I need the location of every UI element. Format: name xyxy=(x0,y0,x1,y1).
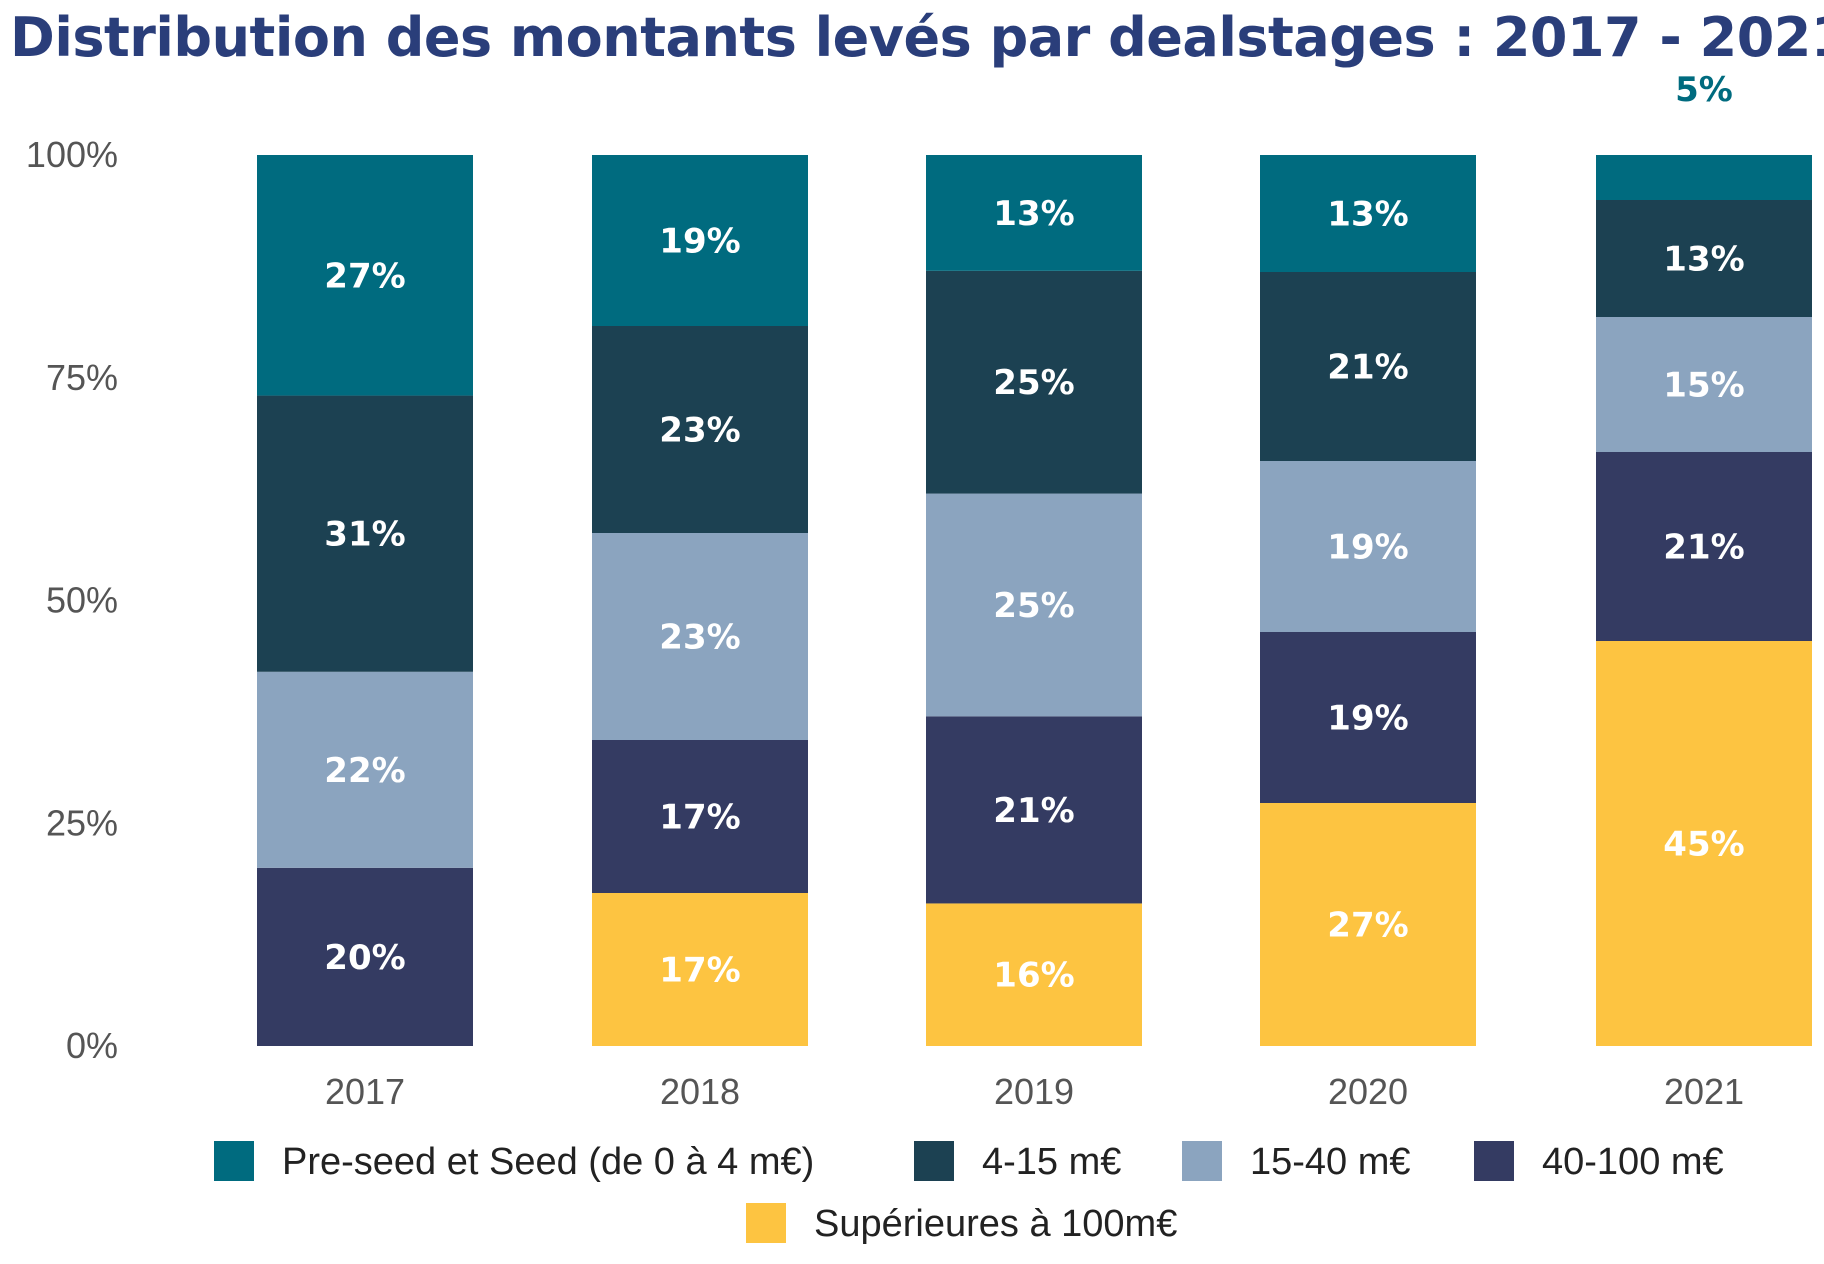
legend-label: Pre-seed et Seed (de 0 à 4 m€) xyxy=(282,1141,814,1183)
bar-segment xyxy=(926,903,1142,1046)
bar-segment xyxy=(1260,632,1476,803)
bar-segment xyxy=(257,395,473,672)
x-tick-label: 2017 xyxy=(325,1071,405,1112)
data-label: 19% xyxy=(1327,699,1408,739)
y-tick-label: 100% xyxy=(26,134,118,175)
data-label: 23% xyxy=(659,618,740,658)
bar-segment xyxy=(1596,200,1812,317)
bar-segment xyxy=(1596,641,1812,1046)
bar-segment xyxy=(257,867,473,1046)
legend: Pre-seed et Seed (de 0 à 4 m€) 4-15 m€ 15-… xyxy=(214,1141,1724,1245)
legend-item: 40-100 m€ xyxy=(1474,1141,1724,1183)
legend-swatch xyxy=(914,1141,954,1181)
data-label: 17% xyxy=(659,798,740,838)
data-label: 15% xyxy=(1663,366,1744,406)
bar-segment xyxy=(1260,803,1476,1046)
legend-label: Supérieures à 100m€ xyxy=(814,1203,1177,1245)
legend-label: 15-40 m€ xyxy=(1250,1141,1411,1183)
data-label: 27% xyxy=(324,256,405,296)
data-label: 13% xyxy=(1327,195,1408,235)
bar-segment xyxy=(926,270,1142,494)
bar-segment xyxy=(592,533,808,740)
bar-segment xyxy=(592,740,808,893)
bar-stack-2021: 45% 21% 15% 13% 5% xyxy=(1596,70,1812,1046)
legend-swatch xyxy=(214,1141,254,1181)
bars: 20%22%31%27%17%17%23%23%19%16%21%25%25%1… xyxy=(257,70,1812,1046)
data-label: 21% xyxy=(1327,348,1408,388)
bar-segment xyxy=(1260,155,1476,272)
legend-label: 4-15 m€ xyxy=(982,1141,1121,1183)
x-tick-label: 2020 xyxy=(1328,1071,1408,1112)
bar-segment xyxy=(1596,317,1812,452)
bar-stack-2020: 27% 19% 19% 21% 13% xyxy=(1260,155,1476,1046)
legend-item: 15-40 m€ xyxy=(1182,1141,1411,1183)
legend-item: Supérieures à 100m€ xyxy=(746,1203,1177,1245)
bar-segment xyxy=(592,155,808,326)
bar-stack-2018: 17% 17% 23% 23% 19% xyxy=(592,155,808,1046)
y-axis: 0% 25% 50% 75% 100% xyxy=(26,134,118,1066)
bar-segment xyxy=(257,155,473,396)
data-label: 5% xyxy=(1675,70,1733,110)
data-label: 25% xyxy=(993,363,1074,403)
bar-segment xyxy=(926,493,1142,717)
bar-stack-2017: 20% 22% 31% 27% xyxy=(257,155,473,1046)
bar-segment xyxy=(592,326,808,533)
x-axis: 2017 2018 2019 2020 2021 xyxy=(325,1071,1744,1112)
x-tick-label: 2018 xyxy=(660,1071,740,1112)
data-label: 21% xyxy=(993,791,1074,831)
data-label: 13% xyxy=(993,194,1074,234)
legend-swatch xyxy=(1474,1141,1514,1181)
data-label: 19% xyxy=(1327,528,1408,568)
chart-title: Distribution des montants levés par deal… xyxy=(10,6,1824,69)
bar-segment xyxy=(926,155,1142,271)
data-label: 22% xyxy=(324,751,405,791)
data-label: 25% xyxy=(993,586,1074,626)
data-label: 13% xyxy=(1663,240,1744,280)
legend-swatch xyxy=(746,1203,786,1243)
data-label: 16% xyxy=(993,956,1074,996)
bar-segment xyxy=(926,716,1142,904)
data-label: 19% xyxy=(659,222,740,262)
y-tick-label: 75% xyxy=(46,357,118,398)
data-label: 21% xyxy=(1663,528,1744,568)
legend-swatch xyxy=(1182,1141,1222,1181)
bar-segment xyxy=(257,671,473,868)
legend-label: 40-100 m€ xyxy=(1542,1141,1724,1183)
bar-segment xyxy=(592,893,808,1046)
data-label: 31% xyxy=(324,515,405,555)
y-tick-label: 25% xyxy=(46,802,118,843)
bar-segment xyxy=(1596,452,1812,641)
data-label: 27% xyxy=(1327,906,1408,946)
bar-segment xyxy=(1596,155,1812,200)
legend-item: Pre-seed et Seed (de 0 à 4 m€) xyxy=(214,1141,814,1183)
data-label: 45% xyxy=(1663,825,1744,865)
legend-item: 4-15 m€ xyxy=(914,1141,1121,1183)
y-tick-label: 50% xyxy=(46,580,118,621)
data-label: 17% xyxy=(659,951,740,991)
x-tick-label: 2021 xyxy=(1664,1071,1744,1112)
bar-segment xyxy=(1260,461,1476,632)
data-label: 23% xyxy=(659,411,740,451)
bar-stack-2019: 16% 21% 25% 25% 13% xyxy=(926,155,1142,1046)
data-label: 20% xyxy=(324,938,405,978)
x-tick-label: 2019 xyxy=(994,1071,1074,1112)
y-tick-label: 0% xyxy=(66,1025,118,1066)
bar-segment xyxy=(1260,272,1476,461)
